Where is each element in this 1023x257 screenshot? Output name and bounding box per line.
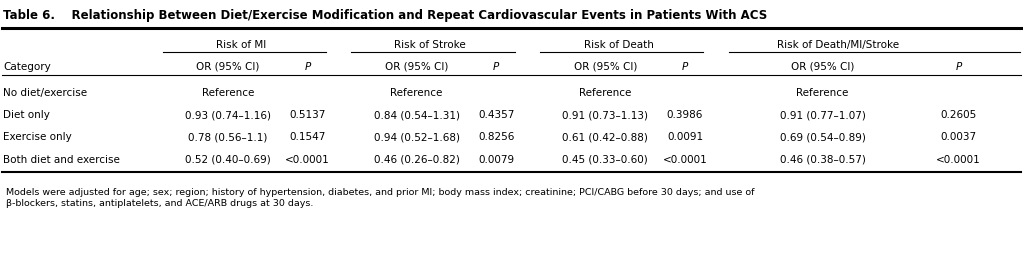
Text: Reference: Reference: [202, 88, 254, 98]
Text: Exercise only: Exercise only: [3, 132, 73, 142]
Text: Table 6.    Relationship Between Diet/Exercise Modification and Repeat Cardiovas: Table 6. Relationship Between Diet/Exerc…: [3, 9, 767, 22]
Text: 0.52 (0.40–0.69): 0.52 (0.40–0.69): [185, 155, 271, 165]
Text: Reference: Reference: [579, 88, 631, 98]
Text: 0.46 (0.26–0.82): 0.46 (0.26–0.82): [373, 155, 459, 165]
Text: 0.46 (0.38–0.57): 0.46 (0.38–0.57): [780, 155, 865, 165]
Text: P: P: [681, 62, 688, 72]
Text: <0.0001: <0.0001: [936, 155, 981, 165]
Text: 0.91 (0.77–1.07): 0.91 (0.77–1.07): [780, 110, 865, 120]
Text: Reference: Reference: [391, 88, 443, 98]
Text: 0.61 (0.42–0.88): 0.61 (0.42–0.88): [563, 132, 649, 142]
Text: <0.0001: <0.0001: [663, 155, 707, 165]
Text: 0.2605: 0.2605: [940, 110, 977, 120]
Text: 0.3986: 0.3986: [667, 110, 703, 120]
Text: Diet only: Diet only: [3, 110, 50, 120]
Text: Risk of Stroke: Risk of Stroke: [394, 40, 465, 50]
Text: 0.0091: 0.0091: [667, 132, 703, 142]
Text: 0.0037: 0.0037: [940, 132, 976, 142]
Text: Both diet and exercise: Both diet and exercise: [3, 155, 121, 165]
Text: 0.94 (0.52–1.68): 0.94 (0.52–1.68): [373, 132, 459, 142]
Text: 0.45 (0.33–0.60): 0.45 (0.33–0.60): [563, 155, 649, 165]
Text: 0.5137: 0.5137: [290, 110, 325, 120]
Text: Reference: Reference: [797, 88, 849, 98]
Text: 0.4357: 0.4357: [478, 110, 515, 120]
Text: Models were adjusted for age; sex; region; history of hypertension, diabetes, an: Models were adjusted for age; sex; regio…: [6, 188, 755, 208]
Text: OR (95% CI): OR (95% CI): [791, 62, 854, 72]
Text: P: P: [493, 62, 499, 72]
Text: OR (95% CI): OR (95% CI): [574, 62, 637, 72]
Text: Risk of Death: Risk of Death: [584, 40, 654, 50]
Text: P: P: [955, 62, 962, 72]
Text: Category: Category: [3, 62, 51, 72]
Text: Risk of MI: Risk of MI: [216, 40, 266, 50]
Text: 0.84 (0.54–1.31): 0.84 (0.54–1.31): [373, 110, 459, 120]
Text: 0.1547: 0.1547: [290, 132, 325, 142]
Text: No diet/exercise: No diet/exercise: [3, 88, 88, 98]
Text: 0.78 (0.56–1.1): 0.78 (0.56–1.1): [188, 132, 268, 142]
Text: 0.91 (0.73–1.13): 0.91 (0.73–1.13): [563, 110, 649, 120]
Text: P: P: [304, 62, 311, 72]
Text: 0.69 (0.54–0.89): 0.69 (0.54–0.89): [780, 132, 865, 142]
Text: 0.93 (0.74–1.16): 0.93 (0.74–1.16): [185, 110, 271, 120]
Text: 0.0079: 0.0079: [478, 155, 515, 165]
Text: 0.8256: 0.8256: [478, 132, 515, 142]
Text: <0.0001: <0.0001: [285, 155, 329, 165]
Text: OR (95% CI): OR (95% CI): [196, 62, 260, 72]
Text: Risk of Death/MI/Stroke: Risk of Death/MI/Stroke: [776, 40, 899, 50]
Text: OR (95% CI): OR (95% CI): [385, 62, 448, 72]
